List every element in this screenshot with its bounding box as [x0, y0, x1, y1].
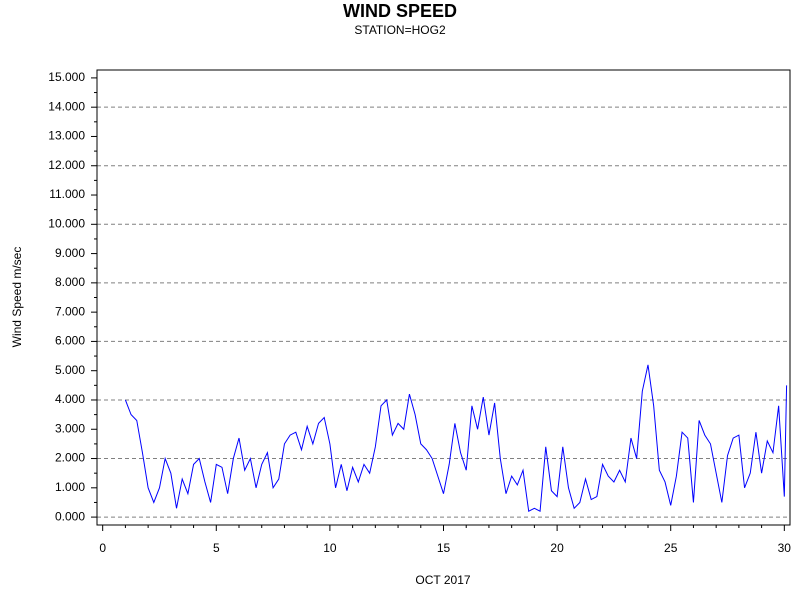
- y-tick-label: 10.000: [48, 216, 85, 230]
- y-axis-label: Wind Speed m/sec: [10, 247, 24, 348]
- chart-title: WIND SPEED: [343, 1, 457, 21]
- y-tick-label: 0.000: [55, 509, 85, 523]
- y-tick-label: 13.000: [48, 129, 85, 143]
- y-tick-label: 12.000: [48, 158, 85, 172]
- y-tick-label: 5.000: [55, 363, 85, 377]
- y-tick-label: 14.000: [48, 99, 85, 113]
- y-tick-label: 1.000: [55, 480, 85, 494]
- y-tick-label: 3.000: [55, 421, 85, 435]
- x-tick-label: 15: [437, 541, 451, 555]
- chart-subtitle: STATION=HOG2: [354, 23, 446, 37]
- x-tick-label: 5: [213, 541, 220, 555]
- y-tick-label: 4.000: [55, 392, 85, 406]
- y-tick-label: 2.000: [55, 451, 85, 465]
- y-tick-label: 8.000: [55, 275, 85, 289]
- y-tick-label: 9.000: [55, 246, 85, 260]
- x-tick-label: 0: [99, 541, 106, 555]
- x-tick-label: 25: [664, 541, 678, 555]
- y-tick-label: 6.000: [55, 334, 85, 348]
- y-tick-label: 11.000: [49, 187, 85, 201]
- plot-frame: [96, 69, 791, 526]
- x-tick-label: 10: [323, 541, 337, 555]
- y-tick-label: 15.000: [48, 70, 85, 84]
- y-tick-label: 7.000: [55, 304, 85, 318]
- x-axis-label: OCT 2017: [415, 573, 470, 587]
- x-tick-label: 30: [778, 541, 792, 555]
- x-tick-label: 20: [550, 541, 564, 555]
- data-line: [124, 364, 788, 513]
